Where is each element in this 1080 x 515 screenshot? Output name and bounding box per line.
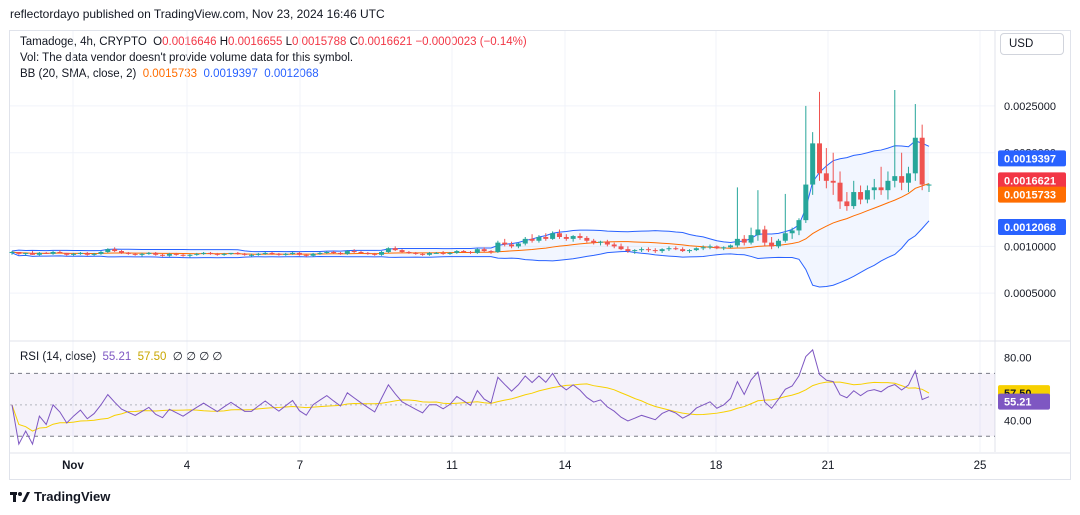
rsi-extra: ∅ ∅ ∅ ∅ (172, 351, 223, 363)
tradingview-brand: TradingView (34, 489, 111, 504)
symbol-legend: Tamadoge, 4h, CRYPTO O0.0016646 H0.00166… (20, 36, 527, 48)
low-value: 0.0015788 (292, 36, 347, 48)
currency-button[interactable]: USD (1000, 33, 1064, 55)
rsi-value: 55.21 (102, 351, 132, 363)
bb-lower-value: 0.0012068 (264, 68, 319, 80)
rsi-legend[interactable]: RSI (14, close) 55.21 57.50 ∅ ∅ ∅ ∅ (20, 351, 223, 363)
high-value: 0.0016655 (228, 36, 283, 48)
rsi-ma-value: 57.50 (137, 351, 167, 363)
tradingview-logo-icon (10, 491, 30, 502)
bb-basis-value: 0.0015733 (142, 68, 198, 80)
open-value: 0.0016646 (162, 36, 217, 48)
bb-upper-value: 0.0019397 (203, 68, 258, 80)
change-value: −0.0000023 (−0.14%) (415, 36, 527, 48)
volume-note: Vol: The data vendor doesn't provide vol… (20, 52, 354, 64)
tradingview-logo[interactable]: TradingView (10, 489, 110, 504)
chart-frame (9, 30, 1071, 480)
publisher-line: reflectordayo published on TradingView.c… (10, 7, 385, 21)
close-value: 0.0016621 (357, 36, 413, 48)
bb-legend[interactable]: BB (20, SMA, close, 2) 0.0015733 0.00193… (20, 68, 319, 80)
symbol-name[interactable]: Tamadoge, 4h, CRYPTO (20, 36, 147, 48)
